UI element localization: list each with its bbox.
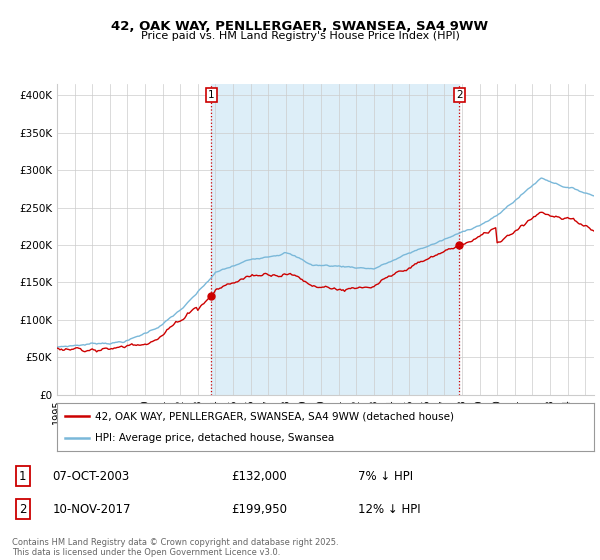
Text: Contains HM Land Registry data © Crown copyright and database right 2025.
This d: Contains HM Land Registry data © Crown c…	[12, 538, 338, 557]
Bar	[211, 84, 460, 395]
Text: £199,950: £199,950	[231, 502, 287, 516]
Text: 42, OAK WAY, PENLLERGAER, SWANSEA, SA4 9WW (detached house): 42, OAK WAY, PENLLERGAER, SWANSEA, SA4 9…	[95, 411, 454, 421]
Text: 10-NOV-2017: 10-NOV-2017	[52, 502, 131, 516]
Text: 1: 1	[208, 90, 215, 100]
Text: 7% ↓ HPI: 7% ↓ HPI	[358, 469, 413, 483]
Text: 2: 2	[456, 90, 463, 100]
Text: £132,000: £132,000	[231, 469, 287, 483]
Text: 12% ↓ HPI: 12% ↓ HPI	[358, 502, 420, 516]
Text: 1: 1	[19, 469, 26, 483]
Text: 07-OCT-2003: 07-OCT-2003	[52, 469, 130, 483]
Text: HPI: Average price, detached house, Swansea: HPI: Average price, detached house, Swan…	[95, 433, 334, 443]
Text: 2: 2	[19, 502, 26, 516]
Text: 42, OAK WAY, PENLLERGAER, SWANSEA, SA4 9WW: 42, OAK WAY, PENLLERGAER, SWANSEA, SA4 9…	[112, 20, 488, 32]
Text: Price paid vs. HM Land Registry's House Price Index (HPI): Price paid vs. HM Land Registry's House …	[140, 31, 460, 41]
